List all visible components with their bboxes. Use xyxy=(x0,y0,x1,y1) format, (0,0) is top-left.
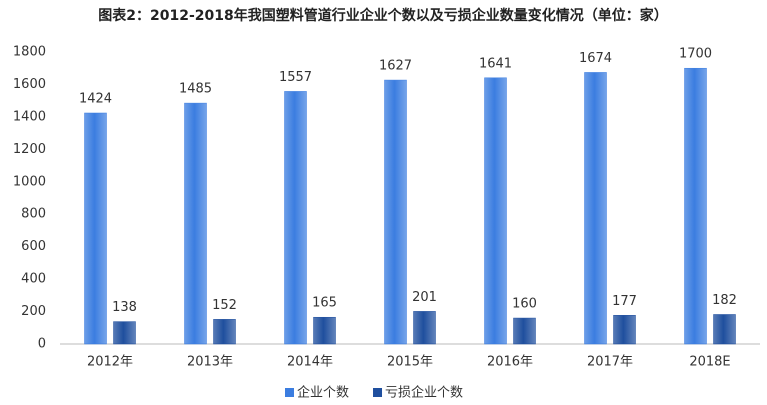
value-label: 160 xyxy=(512,297,537,312)
x-tick-label: 2016年 xyxy=(487,355,533,370)
value-label: 177 xyxy=(612,294,637,309)
legend-label: 亏损企业个数 xyxy=(385,385,463,401)
value-label: 165 xyxy=(312,296,337,311)
y-tick-label: 200 xyxy=(21,304,46,319)
bar xyxy=(184,102,207,345)
y-tick-label: 1000 xyxy=(13,174,46,189)
legend-label: 企业个数 xyxy=(297,385,349,401)
x-tick-label: 2018E xyxy=(689,355,730,370)
y-tick-label: 1600 xyxy=(13,77,46,92)
x-tick-label: 2013年 xyxy=(187,355,233,370)
value-label: 1700 xyxy=(679,47,712,62)
legend-swatch xyxy=(285,388,294,397)
y-tick-label: 800 xyxy=(21,207,46,222)
value-label: 201 xyxy=(412,290,437,305)
bar xyxy=(384,79,407,345)
value-label: 1557 xyxy=(279,70,312,85)
y-tick-label: 0 xyxy=(38,337,46,352)
bar xyxy=(584,72,607,345)
value-label: 152 xyxy=(212,298,237,313)
bar xyxy=(513,317,536,345)
bar xyxy=(84,112,107,345)
value-label: 1641 xyxy=(479,56,512,71)
legend-swatch xyxy=(373,388,383,397)
bar xyxy=(413,311,436,345)
y-tick-label: 1200 xyxy=(13,142,46,157)
x-tick-label: 2012年 xyxy=(87,355,133,370)
bar xyxy=(213,319,236,345)
chart-title: 图表2：2012-2018年我国塑料管道行业企业个数以及亏损企业数量变化情况（单… xyxy=(98,7,667,24)
bar xyxy=(113,321,136,345)
value-label: 1627 xyxy=(379,59,412,74)
bar xyxy=(613,315,636,345)
x-tick-label: 2015年 xyxy=(387,355,433,370)
y-tick-label: 1800 xyxy=(13,45,46,60)
value-label: 182 xyxy=(712,293,737,308)
bar xyxy=(684,67,707,345)
value-label: 1424 xyxy=(79,91,112,106)
value-label: 138 xyxy=(112,300,137,315)
bar xyxy=(313,316,336,345)
x-tick-label: 2014年 xyxy=(287,355,333,370)
bar xyxy=(484,77,507,345)
bar xyxy=(713,314,736,345)
value-label: 1485 xyxy=(179,82,212,97)
bar xyxy=(284,91,307,345)
y-tick-label: 400 xyxy=(21,272,46,287)
y-tick-label: 1400 xyxy=(13,109,46,124)
y-tick-label: 600 xyxy=(21,239,46,254)
value-label: 1674 xyxy=(579,51,612,66)
x-tick-label: 2017年 xyxy=(587,355,633,370)
